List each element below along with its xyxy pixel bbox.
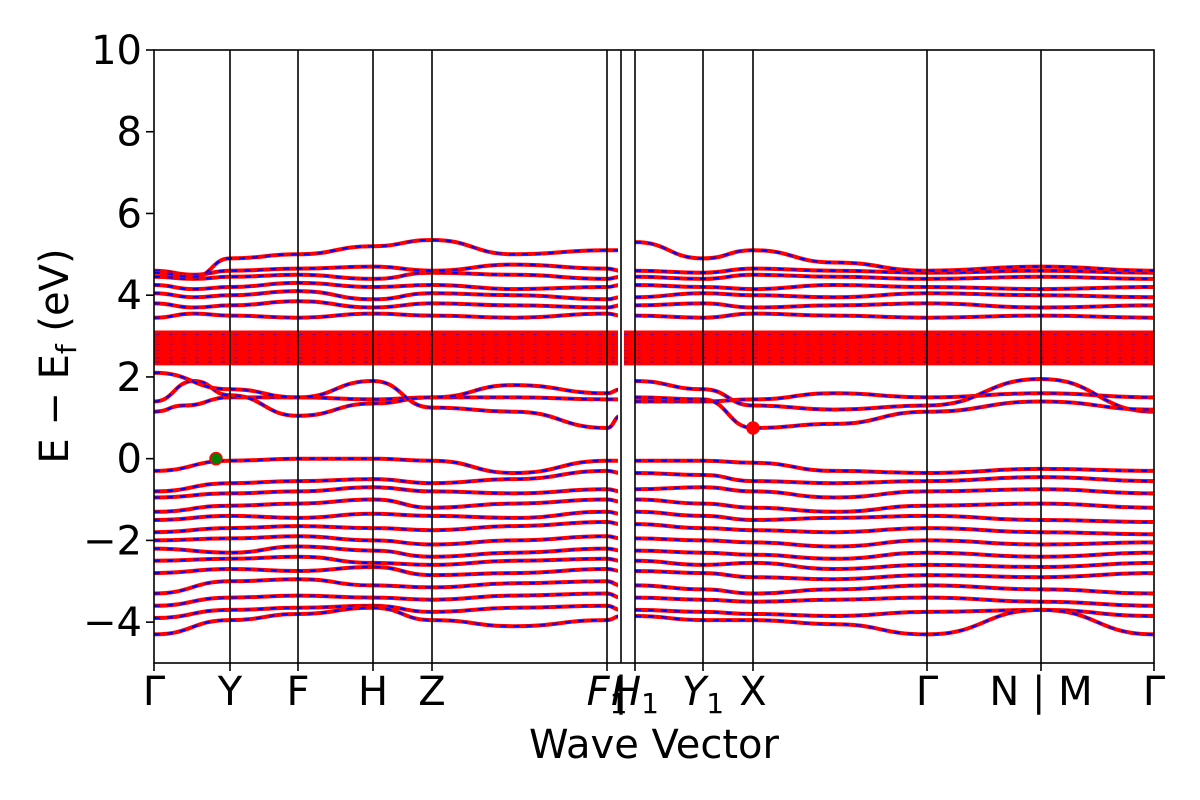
band-spin-down [154,545,622,558]
x-tick-label: H1 [611,669,659,720]
band-spin-down [154,592,622,607]
y-axis-ticks: −4 −2 0 2 4 6 8 10 [83,28,154,646]
band-spin-down [154,555,622,567]
band-spin-up [154,456,622,476]
x-axis-ticks: Γ Y F H Z F1|H1 Y1 X Γ N | M Γ [143,663,1166,720]
plot-frame [153,49,1155,664]
band-spin-up [634,458,1154,476]
band-spin-down [154,535,622,546]
band-spin-down [154,469,622,493]
band-spin-down [154,263,622,276]
band-spin-up [634,497,1154,514]
band-spin-down [634,377,1154,413]
x-tick-label: Y [217,669,243,715]
y-tick-label: 4 [117,273,142,319]
bands-layer [154,50,1154,663]
band-spin-up [154,591,622,608]
band-spin-up [634,595,1154,608]
x-tick-label: F1 [587,669,628,720]
x-axis-label: Wave Vector [529,722,780,768]
y-axis-label-subscript: f [50,343,83,354]
band-spin-down [154,565,622,577]
band-spin-down [154,520,622,534]
x-tick-label: F [286,669,309,715]
y-axis-label-main: E − E [32,354,78,464]
y-tick-label: −2 [83,518,142,564]
x-tick-label: X [739,669,766,715]
band-spin-down [154,604,622,620]
extremum-marker [746,421,760,435]
x-tick-label: | [614,669,627,715]
x-tick-label: N | M [989,669,1092,715]
band-spin-down [154,606,622,636]
x-tick-label: Γ [916,669,939,715]
y-tick-label: 8 [117,110,142,156]
band-spin-down [154,457,622,475]
band-spin-down [634,396,1154,430]
extremum-marker [209,451,223,466]
high-symmetry-lines [229,50,1042,663]
band-spin-down [154,312,622,319]
band-spin-down [154,289,622,301]
band-spin-down [154,300,622,309]
band-spin-up [634,282,1154,292]
x-tick-label: Z [418,669,445,715]
band-spin-down [154,396,621,413]
x-tick-label: H [358,669,388,715]
band-spin-down [154,578,622,595]
band-spin-down [634,608,1154,636]
y-tick-label: 2 [117,355,142,401]
band-spin-down [154,510,622,522]
x-tick-label: Γ [1143,669,1166,715]
extrema-markers [209,421,760,466]
y-tick-label: 10 [91,28,142,74]
y-axis-label: E − Ef (eV) [32,248,83,463]
y-tick-label: −4 [83,600,142,646]
band-spin-down [154,498,622,513]
band-spin-up [154,262,622,277]
y-axis-label-unit: (eV) [32,248,78,344]
band-spin-down [154,486,622,499]
x-tick-label: Γ [143,669,166,715]
band-spin-up [154,370,622,431]
y-tick-label: 0 [117,437,142,483]
band-spin-down [154,271,622,281]
y-tick-label: 6 [117,191,142,237]
x-tick-label: Y1 [682,669,724,720]
band-spin-down [154,281,622,291]
